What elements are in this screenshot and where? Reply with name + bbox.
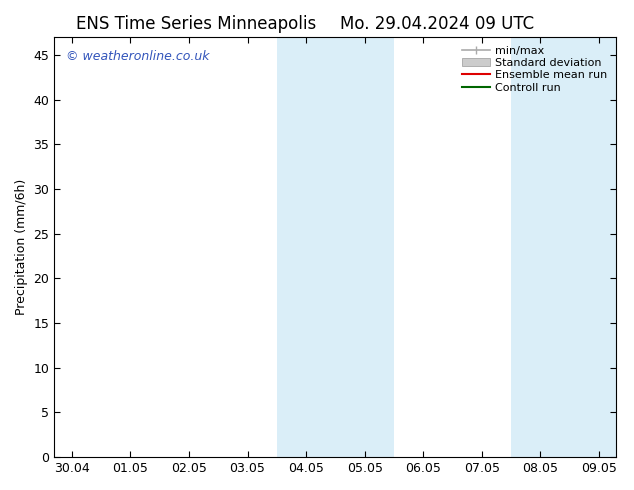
Bar bbox=[511, 37, 616, 457]
Text: © weatheronline.co.uk: © weatheronline.co.uk bbox=[65, 49, 209, 63]
Text: ENS Time Series Minneapolis: ENS Time Series Minneapolis bbox=[77, 15, 316, 33]
Bar bbox=[277, 37, 394, 457]
Y-axis label: Precipitation (mm/6h): Precipitation (mm/6h) bbox=[15, 179, 28, 315]
Legend: min/max, Standard deviation, Ensemble mean run, Controll run: min/max, Standard deviation, Ensemble me… bbox=[458, 43, 611, 96]
Text: Mo. 29.04.2024 09 UTC: Mo. 29.04.2024 09 UTC bbox=[340, 15, 534, 33]
